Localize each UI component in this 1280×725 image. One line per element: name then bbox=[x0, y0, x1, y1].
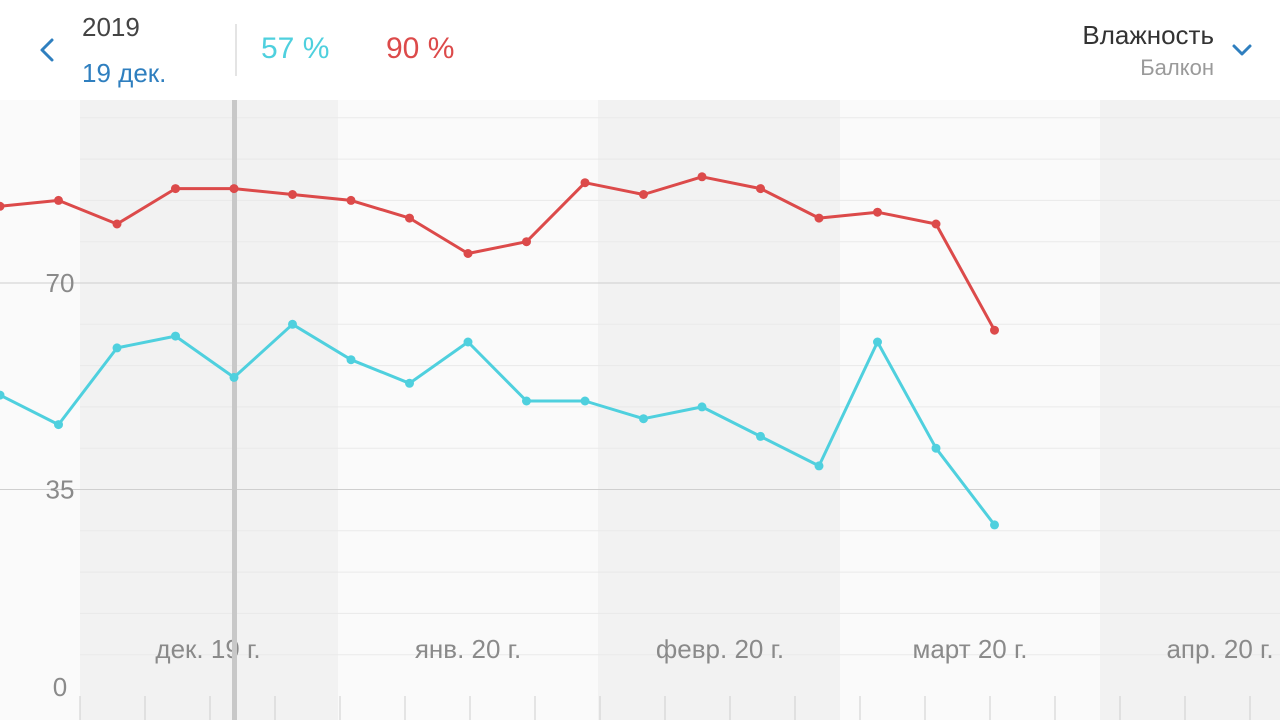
data-point-max[interactable] bbox=[229, 184, 239, 194]
chevron-down-icon bbox=[1232, 44, 1252, 56]
data-point-min[interactable] bbox=[990, 520, 999, 530]
series-line-max bbox=[0, 175, 996, 331]
data-point-max[interactable] bbox=[814, 213, 824, 223]
chevron-left-icon bbox=[40, 38, 54, 62]
data-point-min[interactable] bbox=[405, 378, 414, 388]
data-point-min[interactable] bbox=[697, 402, 707, 412]
data-point-min[interactable] bbox=[814, 461, 824, 471]
data-point-max[interactable] bbox=[288, 190, 297, 199]
humidity-chart[interactable]: 0 35 70 дек. 19 г. янв. 20 г. февр. 20 г. март… bbox=[0, 100, 1280, 720]
selection-cursor[interactable] bbox=[232, 100, 237, 720]
metric-dropdown[interactable]: Влажность Балкон bbox=[1020, 0, 1280, 100]
sensor-location: Балкон bbox=[1140, 55, 1214, 80]
data-point-min[interactable] bbox=[463, 337, 473, 347]
month-label: февр. 20 г. bbox=[656, 634, 784, 664]
data-point-max[interactable] bbox=[112, 219, 122, 229]
data-point-min[interactable] bbox=[288, 319, 297, 329]
data-point-max[interactable] bbox=[697, 172, 707, 182]
data-point-max[interactable] bbox=[580, 178, 590, 188]
min-humidity-value: 57 % bbox=[261, 32, 330, 65]
month-label: дек. 19 г. bbox=[155, 634, 260, 664]
series-line-min bbox=[0, 322, 996, 526]
month-band bbox=[80, 100, 338, 720]
data-point-max[interactable] bbox=[639, 190, 648, 199]
data-point-min[interactable] bbox=[873, 337, 882, 347]
selected-date[interactable]: 19 дек. bbox=[82, 58, 167, 88]
data-point-min[interactable] bbox=[346, 355, 356, 365]
y-tick-label: 35 bbox=[46, 475, 75, 505]
y-tick-label: 0 bbox=[53, 672, 67, 702]
data-point-max[interactable] bbox=[171, 184, 180, 194]
data-point-min[interactable] bbox=[580, 396, 590, 406]
month-band bbox=[840, 100, 1100, 720]
back-button[interactable] bbox=[30, 32, 66, 68]
month-label: март 20 г. bbox=[912, 634, 1027, 664]
month-band bbox=[598, 100, 840, 720]
top-bar: 2019 19 дек. 57 % 90 % Влажность Балкон bbox=[0, 0, 1280, 100]
month-label: янв. 20 г. bbox=[415, 634, 521, 664]
chart-canvas[interactable]: 0 35 70 дек. 19 г. янв. 20 г. февр. 20 г. март… bbox=[0, 100, 1280, 720]
header-divider bbox=[235, 24, 237, 76]
data-point-max[interactable] bbox=[54, 195, 63, 205]
month-label: апр. 20 г. bbox=[1166, 634, 1273, 664]
data-point-min[interactable] bbox=[112, 343, 122, 353]
data-point-max[interactable] bbox=[405, 213, 414, 223]
month-band bbox=[338, 100, 598, 720]
metric-title: Влажность bbox=[1082, 20, 1214, 50]
data-point-max[interactable] bbox=[873, 207, 882, 217]
data-point-max[interactable] bbox=[756, 184, 765, 194]
y-tick-label: 70 bbox=[46, 268, 75, 298]
data-point-min[interactable] bbox=[522, 396, 531, 406]
data-point-min[interactable] bbox=[0, 390, 5, 400]
year-label: 2019 bbox=[82, 12, 140, 42]
data-point-max[interactable] bbox=[931, 219, 941, 229]
max-humidity-value: 90 % bbox=[386, 32, 455, 65]
data-point-min[interactable] bbox=[171, 331, 180, 341]
data-point-min[interactable] bbox=[756, 431, 765, 441]
data-point-max[interactable] bbox=[522, 237, 531, 247]
month-band bbox=[1100, 100, 1280, 720]
data-point-max[interactable] bbox=[0, 201, 5, 211]
data-point-min[interactable] bbox=[931, 443, 941, 453]
data-point-max[interactable] bbox=[463, 249, 473, 258]
data-point-min[interactable] bbox=[54, 420, 63, 430]
data-point-min[interactable] bbox=[639, 414, 648, 424]
data-point-max[interactable] bbox=[346, 195, 356, 205]
data-point-max[interactable] bbox=[990, 325, 999, 335]
data-point-min[interactable] bbox=[229, 372, 239, 382]
